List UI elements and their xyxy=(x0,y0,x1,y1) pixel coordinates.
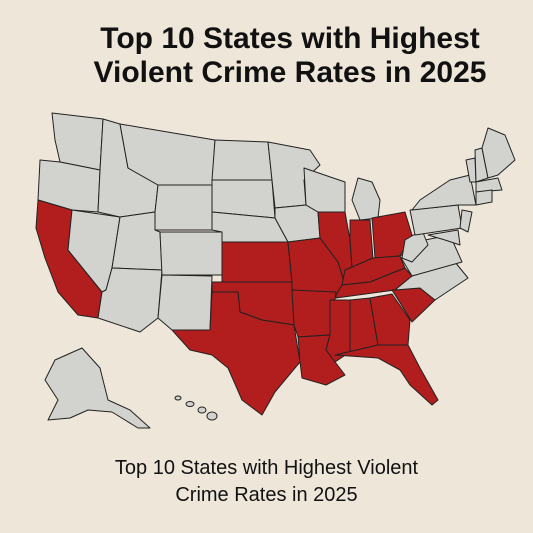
map-title-line-2: Violent Crime Rates in 2025 xyxy=(93,56,487,89)
map-caption: Top 10 States with Highest Violent Crime… xyxy=(40,455,493,509)
map-title: Top 10 States with Highest Violent Crime… xyxy=(60,22,520,90)
map-caption-line-1: Top 10 States with Highest Violent xyxy=(114,457,419,479)
state-new-jersey xyxy=(459,209,473,233)
state-florida xyxy=(334,344,439,406)
state-north-dakota xyxy=(211,139,273,181)
state-kansas xyxy=(221,241,293,283)
state-connecticut xyxy=(475,189,493,206)
state-hawaii xyxy=(174,395,218,421)
state-wisconsin xyxy=(303,167,346,213)
state-wyoming xyxy=(154,184,213,231)
state-arizona xyxy=(97,267,163,333)
state-colorado xyxy=(159,231,223,276)
state-massachusetts xyxy=(475,177,503,193)
state-alaska xyxy=(44,347,151,429)
state-south-dakota xyxy=(211,179,276,219)
state-michigan xyxy=(351,177,381,221)
state-georgia xyxy=(369,293,411,346)
state-utah xyxy=(111,211,163,271)
state-new-york xyxy=(411,174,477,211)
state-arkansas xyxy=(291,289,337,338)
state-maryland xyxy=(427,229,461,246)
state-new-mexico xyxy=(157,274,213,331)
state-washington xyxy=(51,112,104,171)
map-caption-line-2: Crime Rates in 2025 xyxy=(175,484,358,506)
state-texas xyxy=(171,291,301,416)
map-title-line-1: Top 10 States with Highest xyxy=(100,22,480,55)
state-maine xyxy=(481,127,516,179)
state-tennessee xyxy=(335,267,413,299)
